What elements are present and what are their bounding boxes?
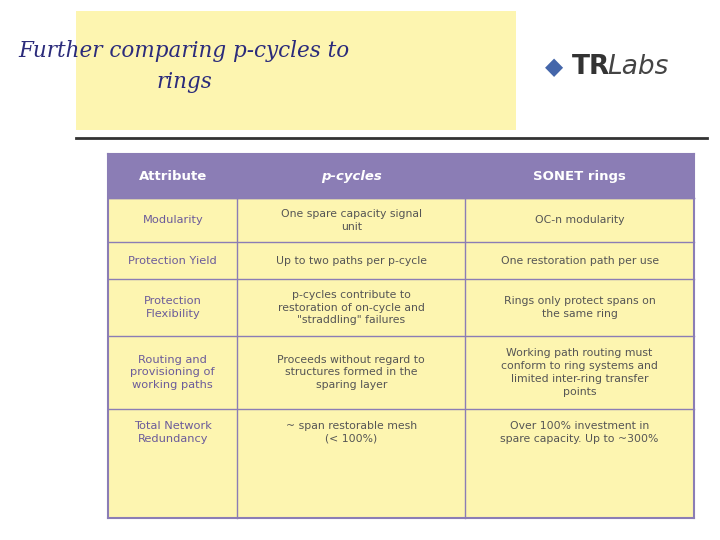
Text: Attribute: Attribute xyxy=(139,170,207,183)
Text: p-cycles: p-cycles xyxy=(321,170,382,183)
Text: Working path routing must
conform to ring systems and
limited inter-ring transfe: Working path routing must conform to rin… xyxy=(501,348,658,396)
Text: SONET rings: SONET rings xyxy=(533,170,626,183)
Text: Rings only protect spans on
the same ring: Rings only protect spans on the same rin… xyxy=(504,296,655,319)
Text: One restoration path per use: One restoration path per use xyxy=(500,256,659,266)
Text: Proceeds without regard to
structures formed in the
sparing layer: Proceeds without regard to structures fo… xyxy=(277,355,426,390)
Text: Up to two paths per p-cycle: Up to two paths per p-cycle xyxy=(276,256,427,266)
Text: Modularity: Modularity xyxy=(143,215,203,225)
Text: Over 100% investment in
spare capacity. Up to ~300%: Over 100% investment in spare capacity. … xyxy=(500,421,659,444)
FancyBboxPatch shape xyxy=(109,154,693,198)
Text: OC-n modularity: OC-n modularity xyxy=(535,215,624,225)
Text: Further comparing p-cycles to
rings: Further comparing p-cycles to rings xyxy=(19,40,350,93)
Text: Routing and
provisioning of
working paths: Routing and provisioning of working path… xyxy=(130,355,215,390)
FancyBboxPatch shape xyxy=(76,11,516,130)
Text: Total Network
Redundancy: Total Network Redundancy xyxy=(134,421,212,444)
Text: Protection Yield: Protection Yield xyxy=(128,256,217,266)
Text: p-cycles contribute to
restoration of on-cycle and
"straddling" failures: p-cycles contribute to restoration of on… xyxy=(278,290,425,325)
Text: ◆: ◆ xyxy=(545,56,563,79)
Text: TR: TR xyxy=(572,55,611,80)
Text: ~ span restorable mesh
(< 100%): ~ span restorable mesh (< 100%) xyxy=(286,421,417,444)
Text: Protection
Flexibility: Protection Flexibility xyxy=(144,296,202,319)
Text: One spare capacity signal
unit: One spare capacity signal unit xyxy=(281,209,422,232)
FancyBboxPatch shape xyxy=(109,154,693,518)
Text: Labs: Labs xyxy=(607,55,668,80)
